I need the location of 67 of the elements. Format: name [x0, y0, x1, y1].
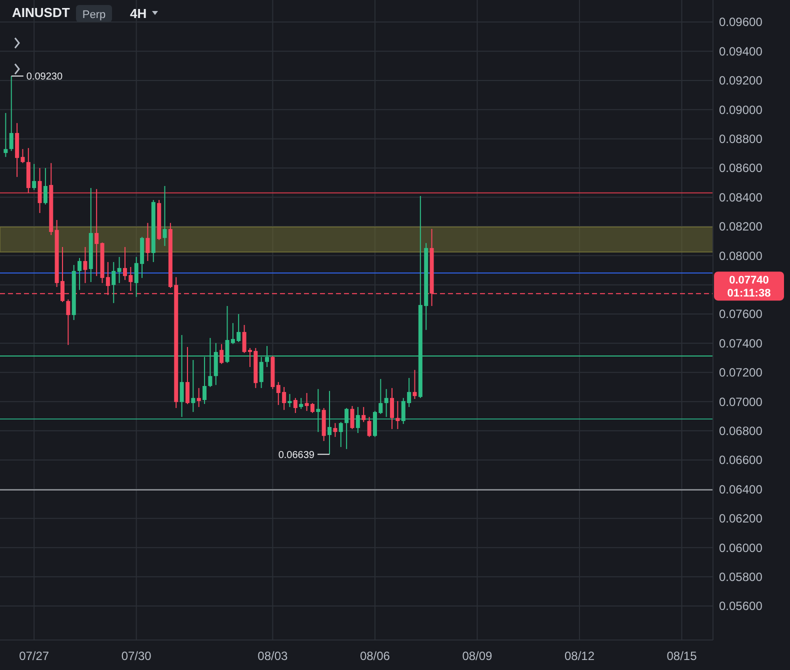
- candlestick: [384, 388, 388, 418]
- candlestick: [220, 344, 224, 364]
- candlestick: [185, 346, 190, 405]
- candlestick: [328, 390, 332, 455]
- candlestick: [191, 360, 196, 412]
- candlestick: [43, 168, 48, 206]
- candlestick: [362, 406, 366, 423]
- candlestick: [94, 188, 99, 277]
- y-tick-label: 0.09400: [719, 44, 763, 58]
- candlestick: [344, 408, 349, 450]
- y-tick-label: 0.06200: [719, 512, 763, 526]
- x-tick-label: 08/12: [564, 649, 595, 663]
- y-tick-label: 0.07200: [719, 366, 763, 380]
- candlestick: [356, 406, 360, 434]
- x-tick-label: 07/30: [121, 649, 152, 663]
- candlestick: [350, 405, 354, 430]
- y-tick-label: 0.08000: [719, 248, 763, 263]
- candlestick: [162, 185, 167, 246]
- y-tick-label: 0.05800: [719, 570, 763, 584]
- y-tick-label: 0.09200: [719, 74, 763, 88]
- x-tick-label: 08/03: [258, 649, 288, 663]
- text: 01:11:38: [727, 287, 771, 300]
- ref-line-label: 0.07740: [729, 274, 769, 286]
- x-tick-label: 08/15: [666, 649, 698, 663]
- annotation: Perp: [82, 8, 106, 21]
- candlestick: [333, 422, 338, 438]
- candlestick: [83, 246, 88, 284]
- y-tick-label: 0.08200: [719, 220, 763, 234]
- y-tick-label: 0.08800: [719, 132, 763, 146]
- x-tick-label: 07/27: [19, 649, 50, 663]
- annotation: 4H: [130, 6, 147, 21]
- candlestick: [38, 168, 42, 214]
- chart-title: AINUSDT: [12, 5, 70, 20]
- y-tick-label: 0.08400: [719, 190, 763, 204]
- y-tick-label: 0.06400: [719, 482, 763, 496]
- y-tick-label: 0.07600: [719, 307, 763, 322]
- x-tick-label: 08/09: [462, 649, 493, 663]
- candlestick: [396, 400, 400, 430]
- y-tick-label: 0.09000: [719, 102, 763, 117]
- candlestick: [299, 397, 304, 410]
- y-tick-label: 0.06800: [719, 424, 763, 438]
- y-tick-label: 0.05600: [719, 599, 763, 614]
- candlestick: [196, 388, 201, 408]
- candlestick: [4, 112, 8, 158]
- y-tick-label: 0.09600: [719, 15, 763, 30]
- candlestick: [293, 397, 298, 414]
- annotation: 0.06639: [278, 450, 315, 461]
- annotation: 0.09230: [26, 72, 63, 83]
- x-tick-label: 08/06: [360, 649, 390, 663]
- y-tick-label: 0.07400: [719, 336, 763, 350]
- candlestick: [146, 222, 150, 262]
- candlestick: [112, 262, 116, 304]
- candlestick: [390, 388, 394, 430]
- y-tick-label: 0.06000: [719, 540, 763, 555]
- y-tick-label: 0.06600: [719, 453, 763, 468]
- candlestick: [32, 163, 36, 190]
- y-tick-label: 0.07000: [719, 394, 763, 409]
- candlestick: [66, 298, 70, 346]
- candlestick: [338, 422, 343, 448]
- y-tick-label: 0.08600: [719, 161, 763, 176]
- candlestick: [117, 256, 122, 284]
- candlestick: [9, 76, 14, 152]
- candlestick: [316, 388, 320, 432]
- candlestick: [78, 257, 82, 290]
- candlestick: [288, 394, 292, 408]
- candlestick: [412, 369, 417, 400]
- candlestick: [367, 416, 372, 438]
